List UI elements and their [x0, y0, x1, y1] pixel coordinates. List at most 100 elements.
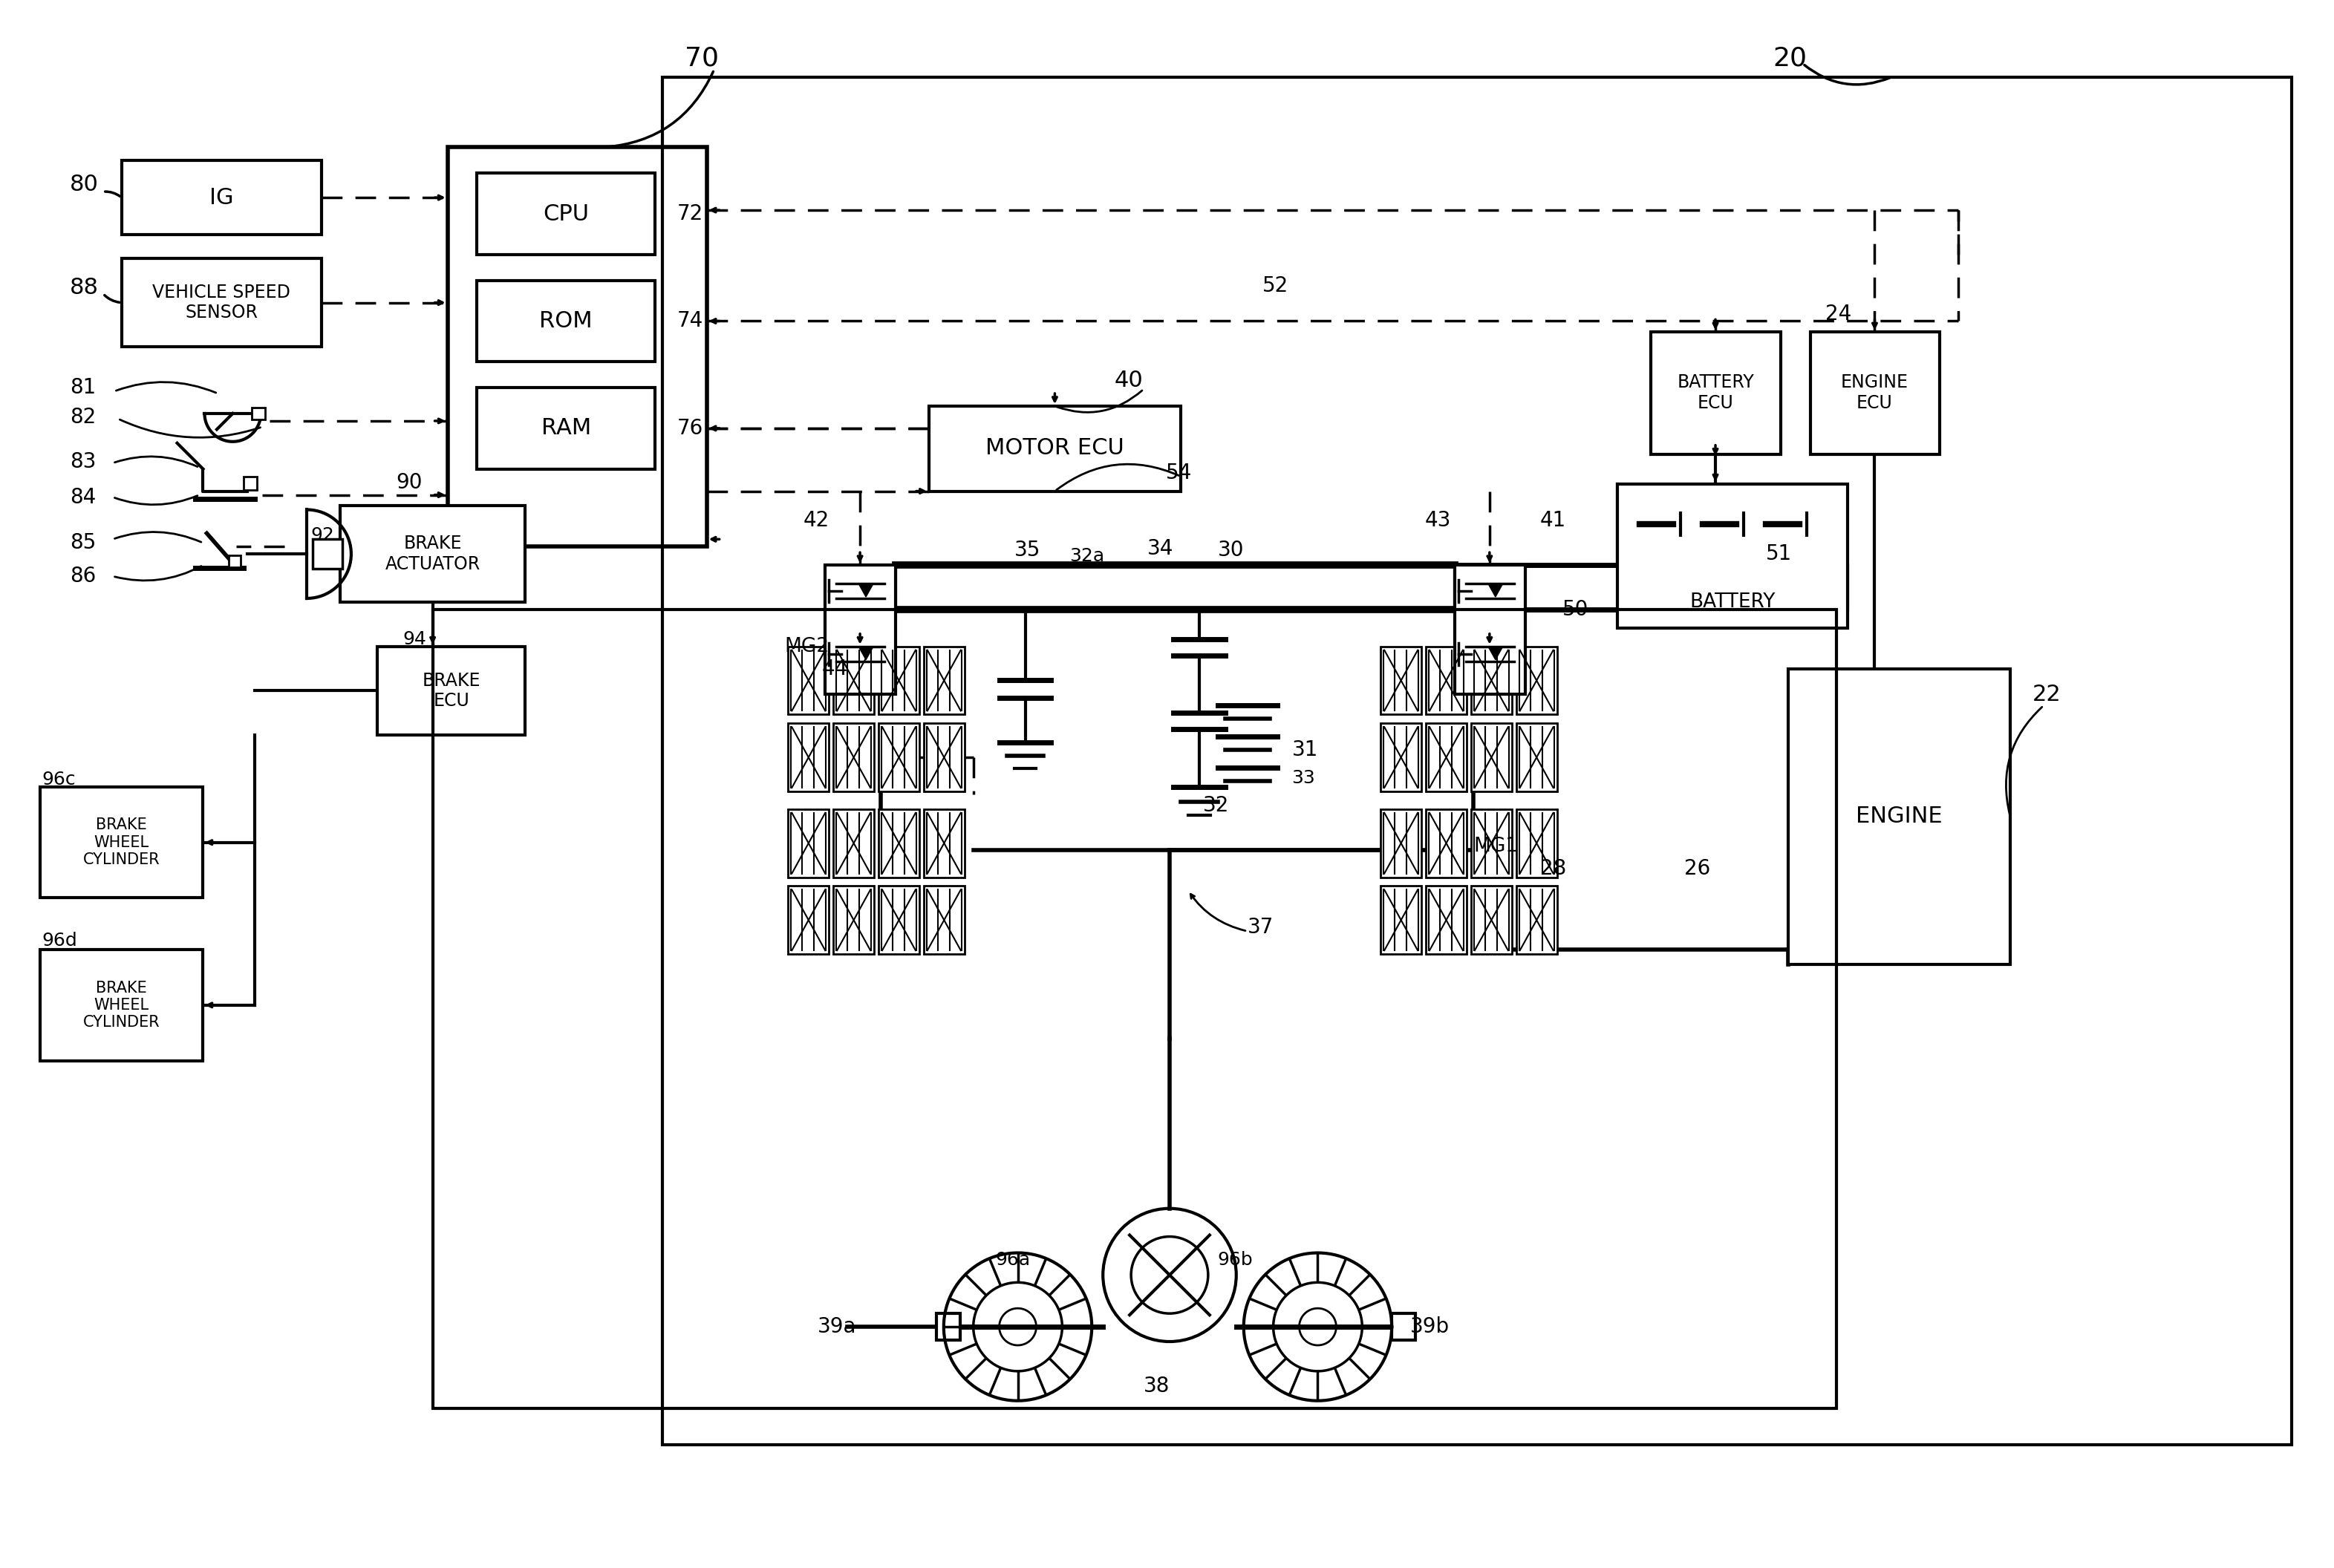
- Polygon shape: [1489, 583, 1503, 597]
- Text: 40: 40: [1113, 370, 1144, 390]
- Text: 80: 80: [70, 174, 98, 194]
- Bar: [1426, 886, 1466, 953]
- Text: 39b: 39b: [1410, 1317, 1449, 1338]
- Text: 54: 54: [1167, 463, 1193, 483]
- Bar: [243, 477, 257, 489]
- Text: 96d: 96d: [42, 931, 77, 950]
- Text: IG: IG: [210, 187, 233, 209]
- Text: 28: 28: [1540, 858, 1566, 878]
- Bar: [1811, 332, 1940, 455]
- Text: BRAKE
WHEEL
CYLINDER: BRAKE WHEEL CYLINDER: [84, 818, 161, 867]
- Text: 32: 32: [1202, 795, 1230, 815]
- Text: 50: 50: [1561, 599, 1589, 619]
- Text: 44: 44: [822, 659, 847, 679]
- Bar: [936, 1314, 959, 1341]
- Text: 82: 82: [70, 406, 96, 428]
- Bar: [1454, 564, 1524, 695]
- Text: 20: 20: [1774, 45, 1807, 71]
- Text: 35: 35: [1013, 539, 1041, 561]
- Text: 90: 90: [397, 472, 422, 492]
- Text: 32a: 32a: [1069, 547, 1104, 564]
- Text: 43: 43: [1426, 510, 1452, 532]
- Text: BRAKE
ECU: BRAKE ECU: [422, 671, 481, 710]
- Bar: [40, 787, 203, 898]
- Bar: [833, 886, 873, 953]
- Text: 34: 34: [1148, 538, 1174, 560]
- Bar: [826, 564, 896, 695]
- Polygon shape: [859, 646, 873, 660]
- Bar: [878, 886, 920, 953]
- Text: 33: 33: [1291, 770, 1316, 787]
- Text: 88: 88: [70, 278, 98, 298]
- Text: 94: 94: [404, 630, 427, 648]
- Bar: [833, 646, 873, 715]
- Text: BRAKE
WHEEL
CYLINDER: BRAKE WHEEL CYLINDER: [84, 980, 161, 1030]
- Bar: [1470, 886, 1512, 953]
- Text: 41: 41: [1540, 510, 1566, 532]
- Text: 38: 38: [1144, 1375, 1169, 1397]
- Bar: [1382, 809, 1421, 877]
- Text: 96b: 96b: [1218, 1251, 1253, 1269]
- Bar: [313, 539, 343, 569]
- Bar: [40, 950, 203, 1060]
- Polygon shape: [859, 583, 873, 597]
- Bar: [1517, 723, 1557, 792]
- Text: 81: 81: [70, 378, 96, 398]
- Polygon shape: [1489, 646, 1503, 660]
- Bar: [1470, 646, 1512, 715]
- Text: 72: 72: [677, 204, 703, 224]
- Text: 85: 85: [70, 533, 96, 554]
- Bar: [1517, 886, 1557, 953]
- Text: 30: 30: [1218, 539, 1244, 561]
- Bar: [476, 172, 656, 254]
- Bar: [432, 610, 1837, 1408]
- Bar: [789, 809, 829, 877]
- Text: 52: 52: [1263, 276, 1288, 296]
- Bar: [924, 886, 964, 953]
- Bar: [252, 408, 266, 419]
- Bar: [833, 723, 873, 792]
- Text: 74: 74: [677, 310, 703, 331]
- Text: MG2: MG2: [784, 637, 829, 655]
- Bar: [789, 886, 829, 953]
- Text: BRAKE
ACTUATOR: BRAKE ACTUATOR: [385, 535, 481, 574]
- Bar: [1470, 809, 1512, 877]
- Bar: [878, 646, 920, 715]
- Bar: [1426, 809, 1466, 877]
- Text: ROM: ROM: [539, 310, 593, 332]
- Bar: [789, 646, 829, 715]
- Bar: [476, 387, 656, 469]
- Text: MOTOR ECU: MOTOR ECU: [985, 437, 1125, 459]
- Text: 37: 37: [1246, 917, 1274, 938]
- Bar: [1470, 723, 1512, 792]
- Text: 86: 86: [70, 566, 96, 586]
- Bar: [924, 646, 964, 715]
- Bar: [789, 723, 829, 792]
- Text: 96a: 96a: [997, 1251, 1032, 1269]
- Text: 96c: 96c: [42, 770, 75, 789]
- Text: 22: 22: [2033, 684, 2061, 706]
- Text: MG1: MG1: [1473, 836, 1517, 856]
- Bar: [833, 809, 873, 877]
- Bar: [1617, 485, 1846, 627]
- Bar: [1788, 668, 2010, 964]
- Bar: [878, 809, 920, 877]
- Text: 84: 84: [70, 486, 96, 508]
- Bar: [1426, 723, 1466, 792]
- Bar: [1382, 886, 1421, 953]
- Bar: [924, 809, 964, 877]
- Bar: [1382, 723, 1421, 792]
- Text: RAM: RAM: [541, 417, 591, 439]
- Bar: [1382, 646, 1421, 715]
- Bar: [1426, 646, 1466, 715]
- Text: 42: 42: [803, 510, 829, 532]
- Bar: [378, 646, 525, 735]
- Bar: [341, 506, 525, 602]
- Text: 51: 51: [1767, 544, 1793, 564]
- Bar: [663, 77, 2292, 1446]
- Text: 24: 24: [1825, 303, 1851, 325]
- Text: 31: 31: [1291, 740, 1319, 760]
- Text: 26: 26: [1685, 858, 1711, 878]
- Bar: [121, 259, 322, 347]
- Bar: [229, 555, 240, 568]
